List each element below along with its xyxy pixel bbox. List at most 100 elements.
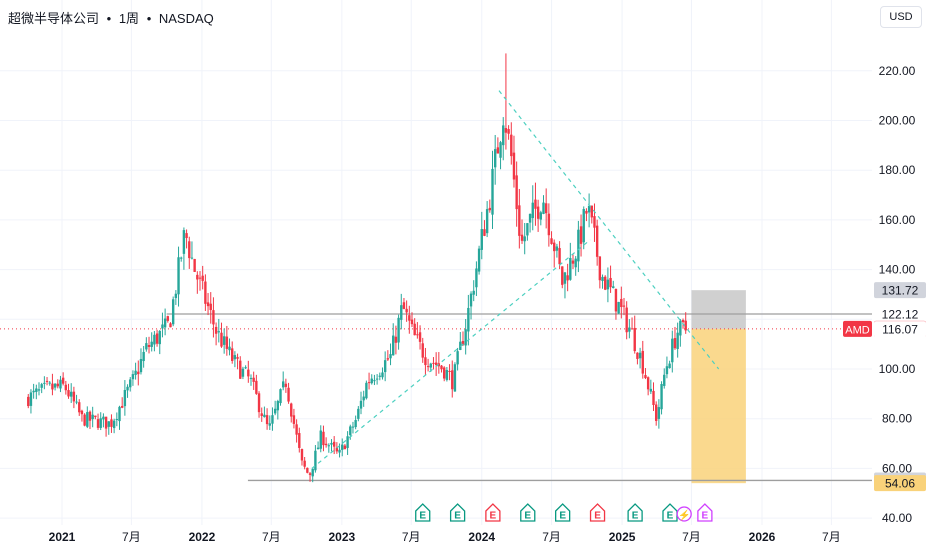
x-tick-label: 2024 <box>468 530 495 544</box>
candle-down <box>260 413 263 417</box>
earnings-event-icon[interactable]: E <box>589 503 606 522</box>
candle-down <box>544 203 548 214</box>
x-tick-label: 7月 <box>542 530 561 544</box>
candle-up <box>174 293 178 299</box>
candle-down <box>652 390 655 406</box>
symbol-name: 超微半导体公司 <box>8 11 100 26</box>
symbol-tag: AMD <box>845 324 870 336</box>
candle-down <box>88 411 92 421</box>
candle-up <box>279 389 282 404</box>
candle-up <box>526 223 529 236</box>
earnings-event-icon[interactable]: E <box>485 503 501 522</box>
event-label: E <box>702 511 709 522</box>
candle-up <box>582 209 585 243</box>
candle-up <box>539 212 543 220</box>
candle-up <box>29 392 33 406</box>
candle-up <box>485 209 489 234</box>
earnings-badge-shape <box>589 503 606 522</box>
candle-down <box>418 332 422 342</box>
candle-up <box>153 334 156 345</box>
candle-down <box>518 205 521 236</box>
x-tick-label: 7月 <box>402 530 421 544</box>
candle-up <box>163 318 167 328</box>
candle-down <box>405 308 408 313</box>
candle-down <box>196 274 199 280</box>
candle-down <box>426 366 430 368</box>
candle-down <box>252 377 255 382</box>
candle-down <box>424 357 427 366</box>
candle-up <box>171 299 175 325</box>
candle-up <box>316 447 320 450</box>
candle-up <box>241 368 245 377</box>
candle-down <box>448 370 451 372</box>
candle-down <box>212 310 215 325</box>
earnings-badge-shape <box>415 503 431 522</box>
event-label: E <box>594 511 601 522</box>
event-label: E <box>559 511 566 522</box>
candle-up <box>37 389 41 391</box>
candle-down <box>566 275 569 281</box>
x-tick-label: 7月 <box>682 530 701 544</box>
candle-up <box>142 351 145 362</box>
candle-down <box>257 393 261 413</box>
take-profit-zone <box>691 328 746 484</box>
dividend-event-icon[interactable]: ⚡ <box>676 506 692 522</box>
candle-down <box>609 277 612 288</box>
candle-up <box>341 444 344 450</box>
candle-down <box>290 403 293 417</box>
candle-up <box>679 320 682 336</box>
currency-button[interactable]: USD <box>880 6 922 28</box>
candle-down <box>553 242 556 252</box>
candle-down <box>322 431 325 446</box>
candle-up <box>118 406 121 422</box>
candle-down <box>408 315 411 321</box>
y-tick-label: 40.00 <box>882 511 912 525</box>
candle-down <box>673 338 677 349</box>
earnings-event-icon[interactable]: E <box>415 503 431 522</box>
candle-down <box>440 365 443 370</box>
stop-loss-zone <box>691 290 746 329</box>
candle-up <box>129 379 132 388</box>
candle-up <box>676 332 679 350</box>
candle-up <box>131 374 135 380</box>
candle-up <box>338 449 341 453</box>
candle-down <box>520 234 524 241</box>
candle-up <box>273 408 277 414</box>
candle-down <box>512 152 516 180</box>
x-tick-label: 7月 <box>122 530 141 544</box>
earnings-event-icon[interactable]: E <box>449 503 466 522</box>
candle-up <box>53 383 57 388</box>
candle-up <box>112 420 116 429</box>
earnings-event-icon[interactable]: E <box>627 503 643 522</box>
candle-down <box>155 333 159 344</box>
candle-up <box>663 374 666 386</box>
earnings-event-icon[interactable]: E <box>697 503 713 522</box>
candles-group <box>27 53 687 483</box>
earnings-event-icon[interactable]: E <box>662 503 678 522</box>
earnings-event-icon[interactable]: E <box>520 503 536 522</box>
earnings-event-icon[interactable]: E <box>555 503 571 522</box>
stop-price-label-bg <box>874 282 926 299</box>
symbol-header[interactable]: 超微半导体公司 • 1周 • NASDAQ <box>8 8 218 27</box>
candle-down <box>386 358 390 360</box>
candle-up <box>638 352 642 359</box>
candle-down <box>684 320 687 331</box>
candle-up <box>660 384 663 410</box>
x-tick-label: 2026 <box>749 530 776 544</box>
candle-down <box>515 175 518 210</box>
entry-price-label: 116.07 <box>882 323 918 337</box>
candle-down <box>416 334 419 336</box>
candle-down <box>451 370 454 390</box>
y-tick-label: 80.00 <box>882 412 912 426</box>
entry-price-label-bg <box>874 321 926 338</box>
candle-up <box>357 408 360 419</box>
candle-down <box>644 375 647 379</box>
candle-up <box>563 272 567 284</box>
candle-down <box>80 410 84 415</box>
candle-up <box>365 382 368 399</box>
candle-down <box>214 326 218 334</box>
candle-down <box>51 383 54 390</box>
candle-down <box>571 260 575 264</box>
candle-up <box>268 423 271 426</box>
